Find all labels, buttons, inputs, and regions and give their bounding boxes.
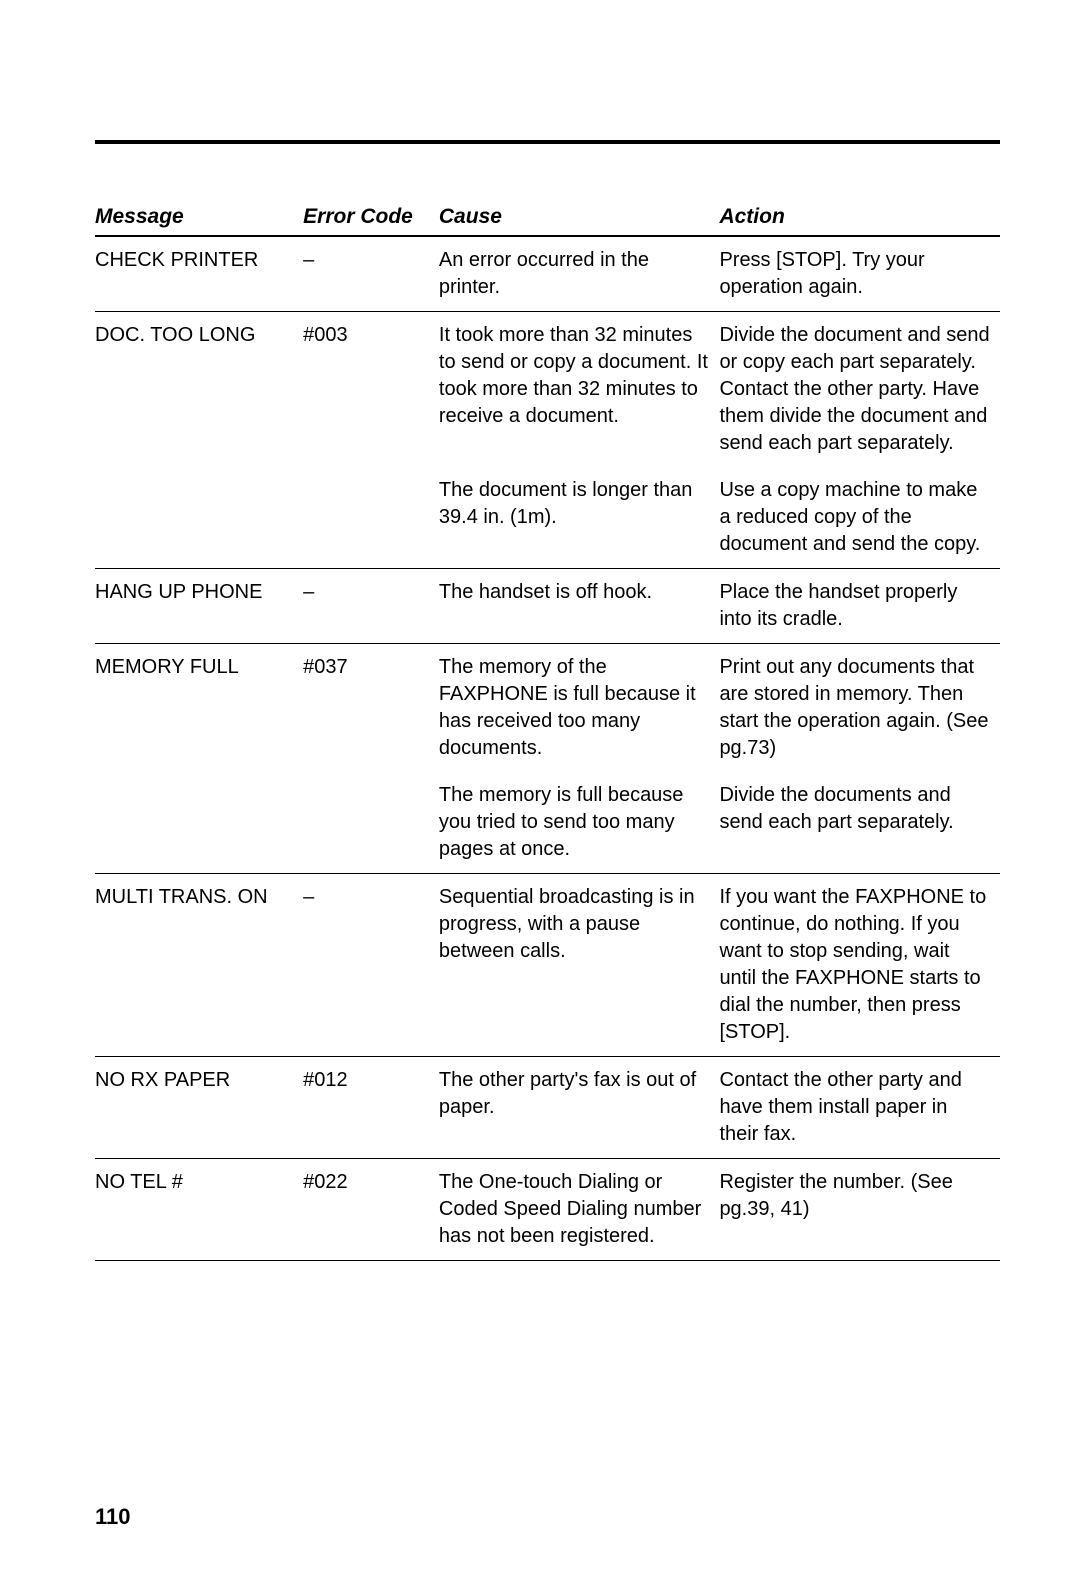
cell-action: Contact the other party and have them in… [719, 1057, 1000, 1159]
cell-cause: It took more than 32 minutes to send or … [439, 312, 720, 468]
cell-cause: The other party's fax is out of paper. [439, 1057, 720, 1159]
table-row: MEMORY FULL#037The memory of the FAXPHON… [95, 644, 1000, 773]
cell-action: Print out any documents that are stored … [719, 644, 1000, 773]
error-code-table: Message Error Code Cause Action CHECK PR… [95, 199, 1000, 1261]
cell-action: Register the number. (See pg.39, 41) [719, 1159, 1000, 1261]
cell-error-code: – [303, 569, 439, 644]
cell-action: Use a copy machine to make a reduced cop… [719, 467, 1000, 569]
cell-error-code: #003 [303, 312, 439, 468]
cell-action: Place the handset properly into its crad… [719, 569, 1000, 644]
col-header-errorcode: Error Code [303, 199, 439, 236]
top-rule [95, 140, 1000, 144]
cell-action: Press [STOP]. Try your operation again. [719, 236, 1000, 312]
table-row: NO TEL ##022The One-touch Dialing or Cod… [95, 1159, 1000, 1261]
table-row: DOC. TOO LONG#003It took more than 32 mi… [95, 312, 1000, 468]
cell-action: Divide the documents and send each part … [719, 772, 1000, 874]
cell-cause: An error occurred in the printer. [439, 236, 720, 312]
cell-error-code [303, 467, 439, 569]
cell-cause: The document is longer than 39.4 in. (1m… [439, 467, 720, 569]
cell-cause: The memory is full because you tried to … [439, 772, 720, 874]
table-row: The document is longer than 39.4 in. (1m… [95, 467, 1000, 569]
cell-cause: The One-touch Dialing or Coded Speed Dia… [439, 1159, 720, 1261]
cell-cause: The memory of the FAXPHONE is full becau… [439, 644, 720, 773]
cell-cause: Sequential broadcasting is in progress, … [439, 874, 720, 1057]
table-header-row: Message Error Code Cause Action [95, 199, 1000, 236]
cell-message [95, 772, 303, 874]
cell-error-code: #037 [303, 644, 439, 773]
cell-error-code: – [303, 236, 439, 312]
col-header-message: Message [95, 199, 303, 236]
cell-message: MULTI TRANS. ON [95, 874, 303, 1057]
cell-error-code: – [303, 874, 439, 1057]
cell-error-code: #022 [303, 1159, 439, 1261]
cell-message: NO TEL # [95, 1159, 303, 1261]
cell-cause: The handset is off hook. [439, 569, 720, 644]
col-header-action: Action [719, 199, 1000, 236]
col-header-cause: Cause [439, 199, 720, 236]
cell-action: If you want the FAXPHONE to continue, do… [719, 874, 1000, 1057]
table-row: HANG UP PHONE–The handset is off hook.Pl… [95, 569, 1000, 644]
cell-message: MEMORY FULL [95, 644, 303, 773]
cell-error-code [303, 772, 439, 874]
table-row: CHECK PRINTER–An error occurred in the p… [95, 236, 1000, 312]
cell-action: Divide the document and send or copy eac… [719, 312, 1000, 468]
cell-message: DOC. TOO LONG [95, 312, 303, 468]
cell-error-code: #012 [303, 1057, 439, 1159]
cell-message: HANG UP PHONE [95, 569, 303, 644]
table-row: The memory is full because you tried to … [95, 772, 1000, 874]
cell-message: CHECK PRINTER [95, 236, 303, 312]
manual-page: Message Error Code Cause Action CHECK PR… [0, 0, 1080, 1585]
table-row: MULTI TRANS. ON–Sequential broadcasting … [95, 874, 1000, 1057]
cell-message: NO RX PAPER [95, 1057, 303, 1159]
page-number: 110 [95, 1504, 131, 1530]
table-row: NO RX PAPER#012The other party's fax is … [95, 1057, 1000, 1159]
cell-message [95, 467, 303, 569]
